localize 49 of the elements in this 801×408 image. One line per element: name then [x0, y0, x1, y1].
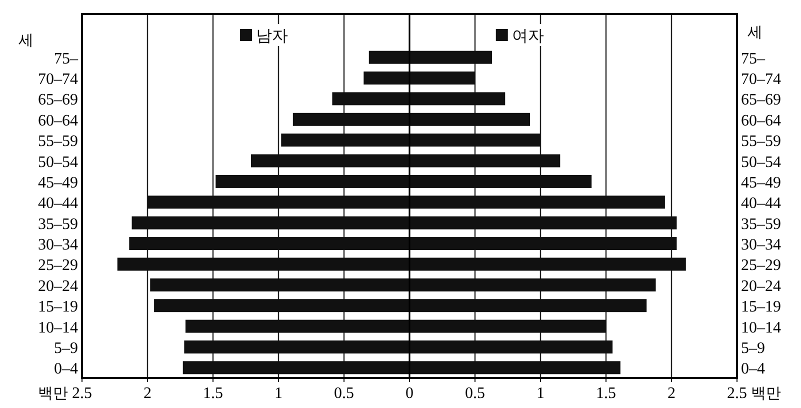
x-tick-label: 0.5 [465, 385, 485, 402]
x-axis-title: 백만 [38, 386, 68, 402]
category-label: 75– [741, 50, 765, 68]
category-label: 65–69 [741, 92, 781, 109]
x-tick-label: 0.5 [334, 385, 354, 402]
category-label: 0–4 [741, 360, 765, 378]
y-tick-label: 30–34 [38, 236, 78, 254]
x-tick-label: 1 [536, 385, 544, 402]
x-tick-label: 2.5 [727, 385, 747, 402]
category-label: 20–24 [741, 278, 781, 295]
x-tick-label: 1.5 [596, 385, 616, 402]
category-label: 35–59 [741, 216, 781, 233]
y-tick-label: 55–59 [38, 133, 78, 150]
legend-label: 여자 [512, 28, 544, 45]
x-tick-label: 2 [144, 385, 152, 402]
category-label: 40–44 [741, 195, 781, 212]
text: 백만 [751, 386, 781, 402]
x-tick-label: 1.5 [203, 385, 223, 402]
category-label: 5–9 [741, 340, 765, 357]
y-tick-label: 5–9 [54, 340, 78, 357]
y-axis-title: 세 [18, 33, 34, 49]
category-label: 45–49 [741, 174, 781, 192]
y-tick-label: 75– [54, 50, 79, 68]
y-tick-label: 60–64 [38, 112, 78, 130]
y-tick-label: 70–74 [38, 71, 78, 88]
y-tick-label: 45–49 [38, 174, 78, 192]
y-tick-label: 0–4 [54, 360, 78, 378]
y-tick-label: 40–44 [38, 195, 78, 212]
y2-axis-title: 세 [748, 25, 762, 41]
y-tick-label: 10–14 [38, 319, 78, 336]
category-label: 15–19 [741, 298, 781, 316]
x-tick-label: 0 [406, 385, 414, 402]
y-tick-label: 15–19 [38, 298, 78, 316]
y-tick-label: 50–54 [38, 154, 78, 171]
y-tick-label: 65–69 [38, 92, 78, 109]
category-label: 60–64 [741, 112, 781, 130]
y-tick-label: 25–29 [38, 257, 78, 274]
x-tick-label: 2.5 [72, 385, 92, 402]
category-label: 30–34 [741, 236, 781, 254]
x-tick-label: 1 [274, 385, 282, 402]
category-label: 50–54 [741, 154, 781, 171]
y-tick-label: 35–59 [38, 216, 78, 233]
y-tick-label: 20–24 [38, 278, 78, 295]
category-label: 10–14 [741, 319, 781, 336]
x-tick-label: 2 [668, 385, 676, 402]
category-label: 70–74 [741, 71, 781, 88]
legend-label: 남자 [256, 28, 288, 45]
category-label: 25–29 [741, 257, 781, 274]
category-label: 55–59 [741, 133, 781, 150]
